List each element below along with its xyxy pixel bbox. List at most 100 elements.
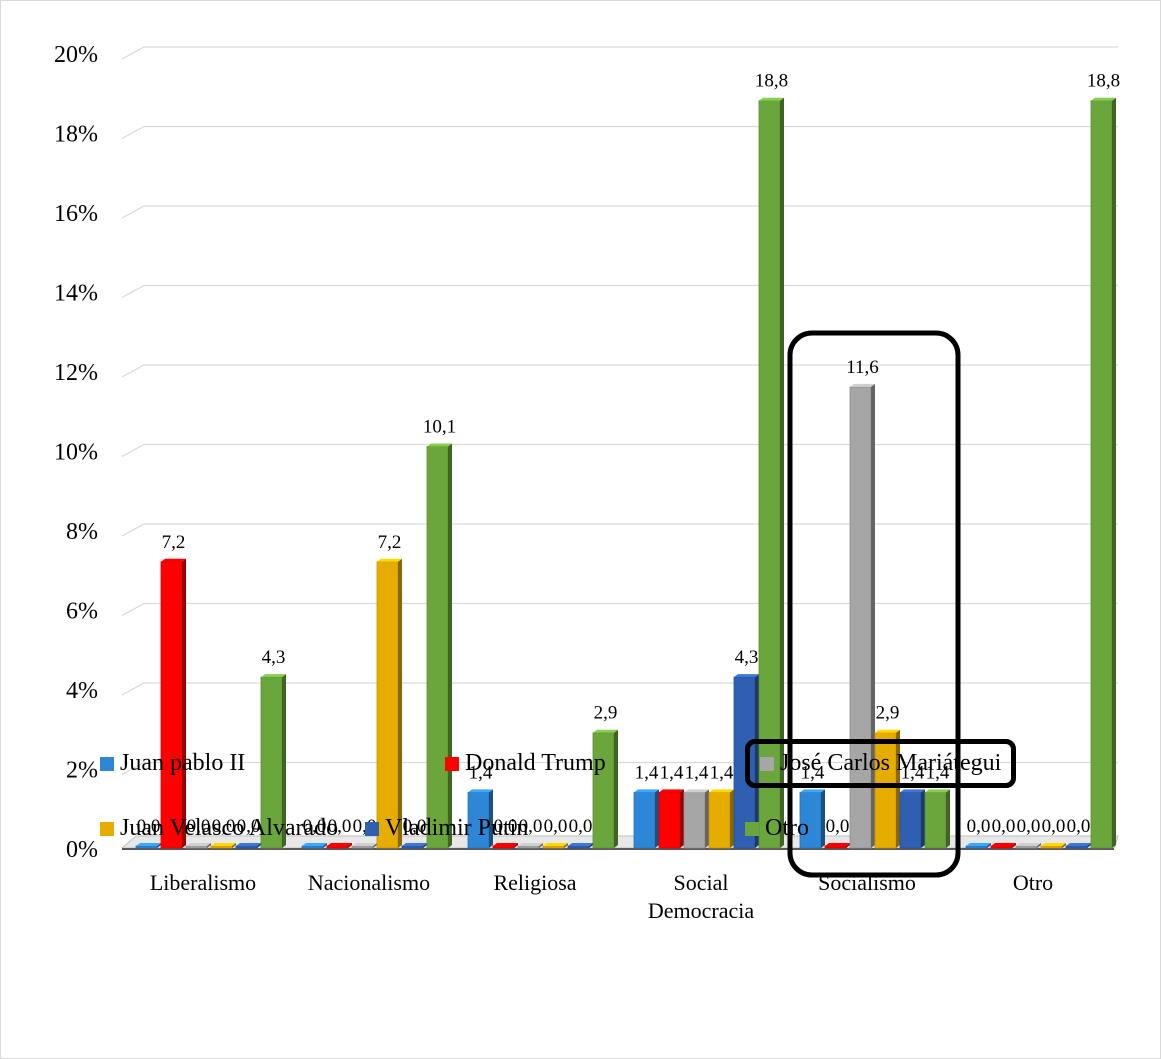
data-label: 11,6 bbox=[846, 357, 879, 378]
bar-top bbox=[302, 843, 327, 846]
legend-item: Vladimir Putin bbox=[365, 815, 528, 842]
data-label: 0,0 bbox=[967, 816, 991, 837]
gridline bbox=[121, 761, 1118, 776]
bar-side bbox=[730, 789, 734, 848]
bar-side bbox=[614, 729, 618, 848]
bar-side bbox=[564, 843, 568, 848]
bar-top bbox=[261, 674, 286, 678]
gridline bbox=[121, 443, 1118, 458]
data-label: 0,0 bbox=[403, 816, 427, 837]
bar-side bbox=[1037, 843, 1041, 848]
x-tick-label: Liberalismo bbox=[150, 870, 256, 895]
bar-top bbox=[925, 789, 950, 793]
bar-top bbox=[518, 843, 543, 846]
bar-side bbox=[987, 843, 991, 848]
y-tick-label: 6% bbox=[66, 599, 98, 625]
data-label: 0,0 bbox=[519, 816, 543, 837]
y-tick-label: 12% bbox=[54, 360, 98, 386]
legend-item: Juan Velasco Alvarado bbox=[100, 815, 338, 842]
data-label: 0,0 bbox=[494, 816, 518, 837]
highlight-box bbox=[787, 330, 961, 878]
y-tick-label: 20% bbox=[54, 42, 98, 68]
bar-side bbox=[539, 843, 543, 848]
legend-label: Otro bbox=[765, 815, 809, 841]
gridlines bbox=[121, 46, 1118, 776]
y-tick-label: 2% bbox=[66, 758, 98, 784]
bar-side bbox=[257, 843, 261, 848]
bar-top bbox=[659, 789, 684, 793]
gridline bbox=[121, 205, 1118, 219]
bar-side bbox=[846, 843, 850, 848]
bar-top bbox=[634, 789, 659, 793]
bar-top bbox=[236, 843, 261, 846]
x-tick-label: Social bbox=[674, 870, 729, 895]
data-label: 0,0 bbox=[237, 816, 261, 837]
y-tick-label: 10% bbox=[54, 440, 98, 466]
data-label: 0,0 bbox=[826, 816, 850, 837]
bar-side bbox=[1012, 843, 1016, 848]
data-label: 0,0 bbox=[137, 816, 161, 837]
bar-side bbox=[448, 443, 452, 848]
data-label: 2,9 bbox=[594, 703, 618, 724]
bar-side bbox=[589, 843, 593, 848]
bar-side bbox=[323, 843, 327, 848]
bar-top bbox=[759, 97, 784, 101]
data-label: 0,0 bbox=[1067, 816, 1091, 837]
bar-side bbox=[207, 843, 211, 848]
data-label: 0,0 bbox=[328, 816, 352, 837]
gridline bbox=[121, 364, 1118, 378]
gridline bbox=[121, 682, 1118, 696]
legend-swatch bbox=[100, 821, 114, 836]
bar-top bbox=[161, 558, 186, 562]
data-label: 0,0 bbox=[544, 816, 568, 837]
bar-side bbox=[821, 789, 825, 848]
bar-side bbox=[680, 789, 684, 848]
bar-top bbox=[211, 843, 236, 846]
legend-swatch bbox=[760, 756, 774, 771]
bar-top bbox=[427, 443, 452, 447]
y-tick-label: 16% bbox=[54, 201, 98, 227]
x-tick-label: Religiosa bbox=[493, 870, 576, 895]
bar-side bbox=[705, 789, 709, 848]
legend-swatch bbox=[445, 756, 459, 771]
bar-top bbox=[402, 843, 427, 846]
highlight-rectangle bbox=[787, 330, 961, 878]
data-label: 2,9 bbox=[876, 703, 900, 724]
bar-side bbox=[896, 729, 900, 848]
legend: Juan pablo II Donald Trump José Carlos Mar… bbox=[100, 700, 1120, 1040]
bar-side bbox=[423, 843, 427, 848]
bar-side bbox=[1062, 843, 1066, 848]
legend-swatch bbox=[365, 821, 379, 836]
data-label: 1,4 bbox=[660, 762, 684, 783]
data-label: 1,4 bbox=[710, 762, 734, 783]
data-label: 1,4 bbox=[685, 762, 709, 783]
data-label: 1,4 bbox=[926, 762, 950, 783]
data-label: 18,8 bbox=[755, 71, 788, 92]
bar-top bbox=[900, 789, 925, 793]
data-label: 0,0 bbox=[992, 816, 1016, 837]
y-tick-label: 0% bbox=[66, 837, 98, 863]
bars bbox=[135, 97, 1116, 849]
bar-side bbox=[373, 843, 377, 848]
bar-side bbox=[398, 558, 402, 848]
bar-side bbox=[282, 674, 286, 848]
data-label: 1,4 bbox=[801, 762, 825, 783]
data-label: 1,4 bbox=[635, 762, 659, 783]
data-label: 1,4 bbox=[901, 762, 925, 783]
data-label: 0,0 bbox=[187, 816, 211, 837]
bar-side bbox=[514, 843, 518, 848]
bar-top bbox=[1066, 843, 1091, 846]
data-label: 0,0 bbox=[1042, 816, 1066, 837]
bar-top bbox=[136, 843, 161, 846]
data-label: 0,0 bbox=[212, 816, 236, 837]
legend-item: Donald Trump bbox=[445, 750, 606, 777]
legend-label: Juan Velasco Alvarado bbox=[120, 815, 339, 841]
legend-label: José Carlos Mariátegui bbox=[780, 750, 1002, 776]
bar-top bbox=[468, 789, 493, 793]
data-label: 0,0 bbox=[569, 816, 593, 837]
bar-top bbox=[709, 789, 734, 793]
data-label: 10,1 bbox=[423, 417, 456, 438]
x-tick-label: Democracia bbox=[648, 898, 754, 923]
gridline bbox=[121, 284, 1118, 299]
